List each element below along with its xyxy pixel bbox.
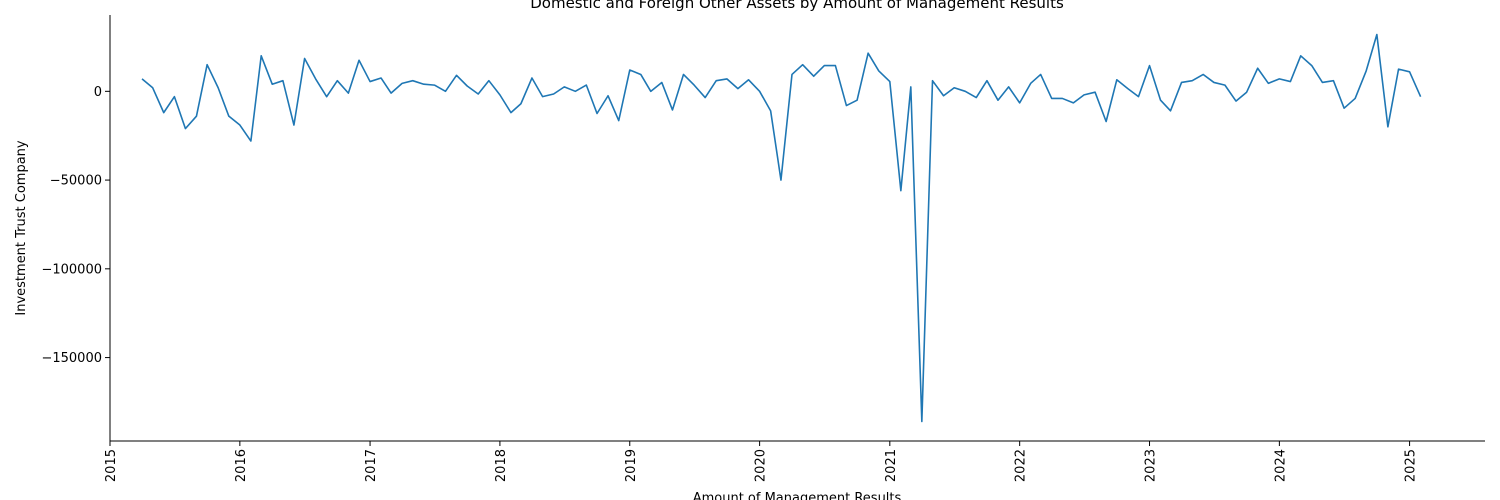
- x-tick-label: 2024: [1273, 449, 1288, 482]
- x-axis-ticks: 2015 2016 2017 2018 2019 2020 2021 2022 2023 2024…: [104, 441, 1419, 482]
- x-tick-label: 2020: [754, 449, 769, 482]
- x-tick-label: 2025: [1404, 449, 1419, 482]
- plot-area: [141, 33, 1422, 423]
- y-tick-label: −100000: [41, 262, 102, 277]
- x-tick-label: 2016: [234, 449, 249, 482]
- x-tick-label: 2018: [494, 449, 509, 482]
- y-tick-label: −50000: [50, 174, 102, 189]
- x-tick-label: 2022: [1014, 449, 1029, 482]
- y-axis-title: Investment Trust Company: [14, 140, 29, 316]
- chart-title: Domestic and Foreign Other Assets by Amo…: [530, 0, 1064, 12]
- x-tick-label: 2023: [1144, 449, 1159, 482]
- y-tick-label: −150000: [41, 351, 102, 366]
- series-line: [141, 33, 1422, 423]
- x-tick-label: 2019: [624, 449, 639, 482]
- y-tick-label: 0: [94, 85, 102, 100]
- x-axis-title: Amount of Management Results: [693, 491, 902, 500]
- y-axis-ticks: 0 −50000 −100000 −150000: [41, 85, 110, 366]
- x-tick-label: 2015: [104, 449, 119, 482]
- x-tick-label: 2021: [884, 449, 899, 482]
- x-tick-label: 2017: [364, 449, 379, 482]
